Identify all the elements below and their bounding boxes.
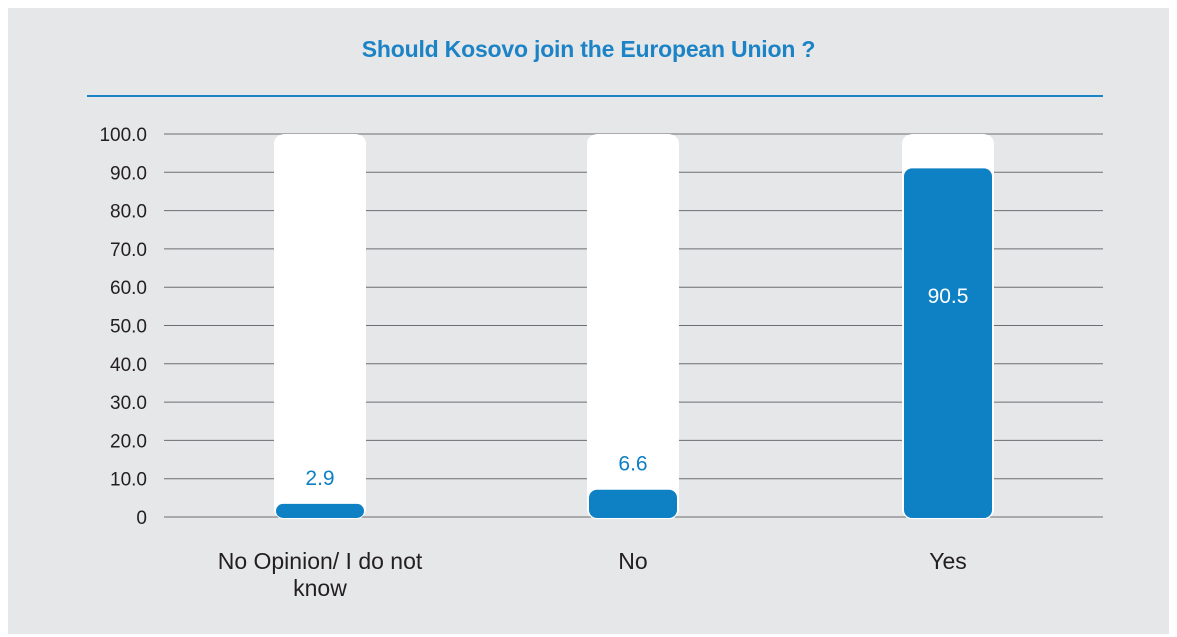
chart-title: Should Kosovo join the European Union ? [361,36,816,62]
y-tick-label: 20.0 [110,431,147,452]
y-tick-label: 80.0 [110,202,147,223]
y-tick-label: 10.0 [110,470,147,491]
y-tick-label: 50.0 [110,317,147,338]
data-label: 90.5 [928,285,969,308]
y-tick-label: 40.0 [110,355,147,376]
bar-track [274,134,366,519]
data-label: 6.6 [618,453,647,476]
y-tick-label: 100.0 [99,125,147,146]
y-tick-label: 30.0 [110,393,147,414]
data-label: 2.9 [305,467,334,490]
bar [276,503,364,518]
y-tick-label: 70.0 [110,240,147,261]
bar [904,168,992,518]
x-tick-label-no-opinion: No Opinion/ I do not know [217,548,423,601]
bar [589,489,677,518]
x-tick-label-no: No [618,548,648,574]
y-tick-label: 60.0 [110,278,147,299]
y-tick-label: 0 [136,508,147,529]
title-divider [87,95,1103,97]
y-tick-label: 90.0 [110,163,147,184]
x-tick-label-yes: Yes [929,548,967,574]
bar-track [587,134,679,519]
